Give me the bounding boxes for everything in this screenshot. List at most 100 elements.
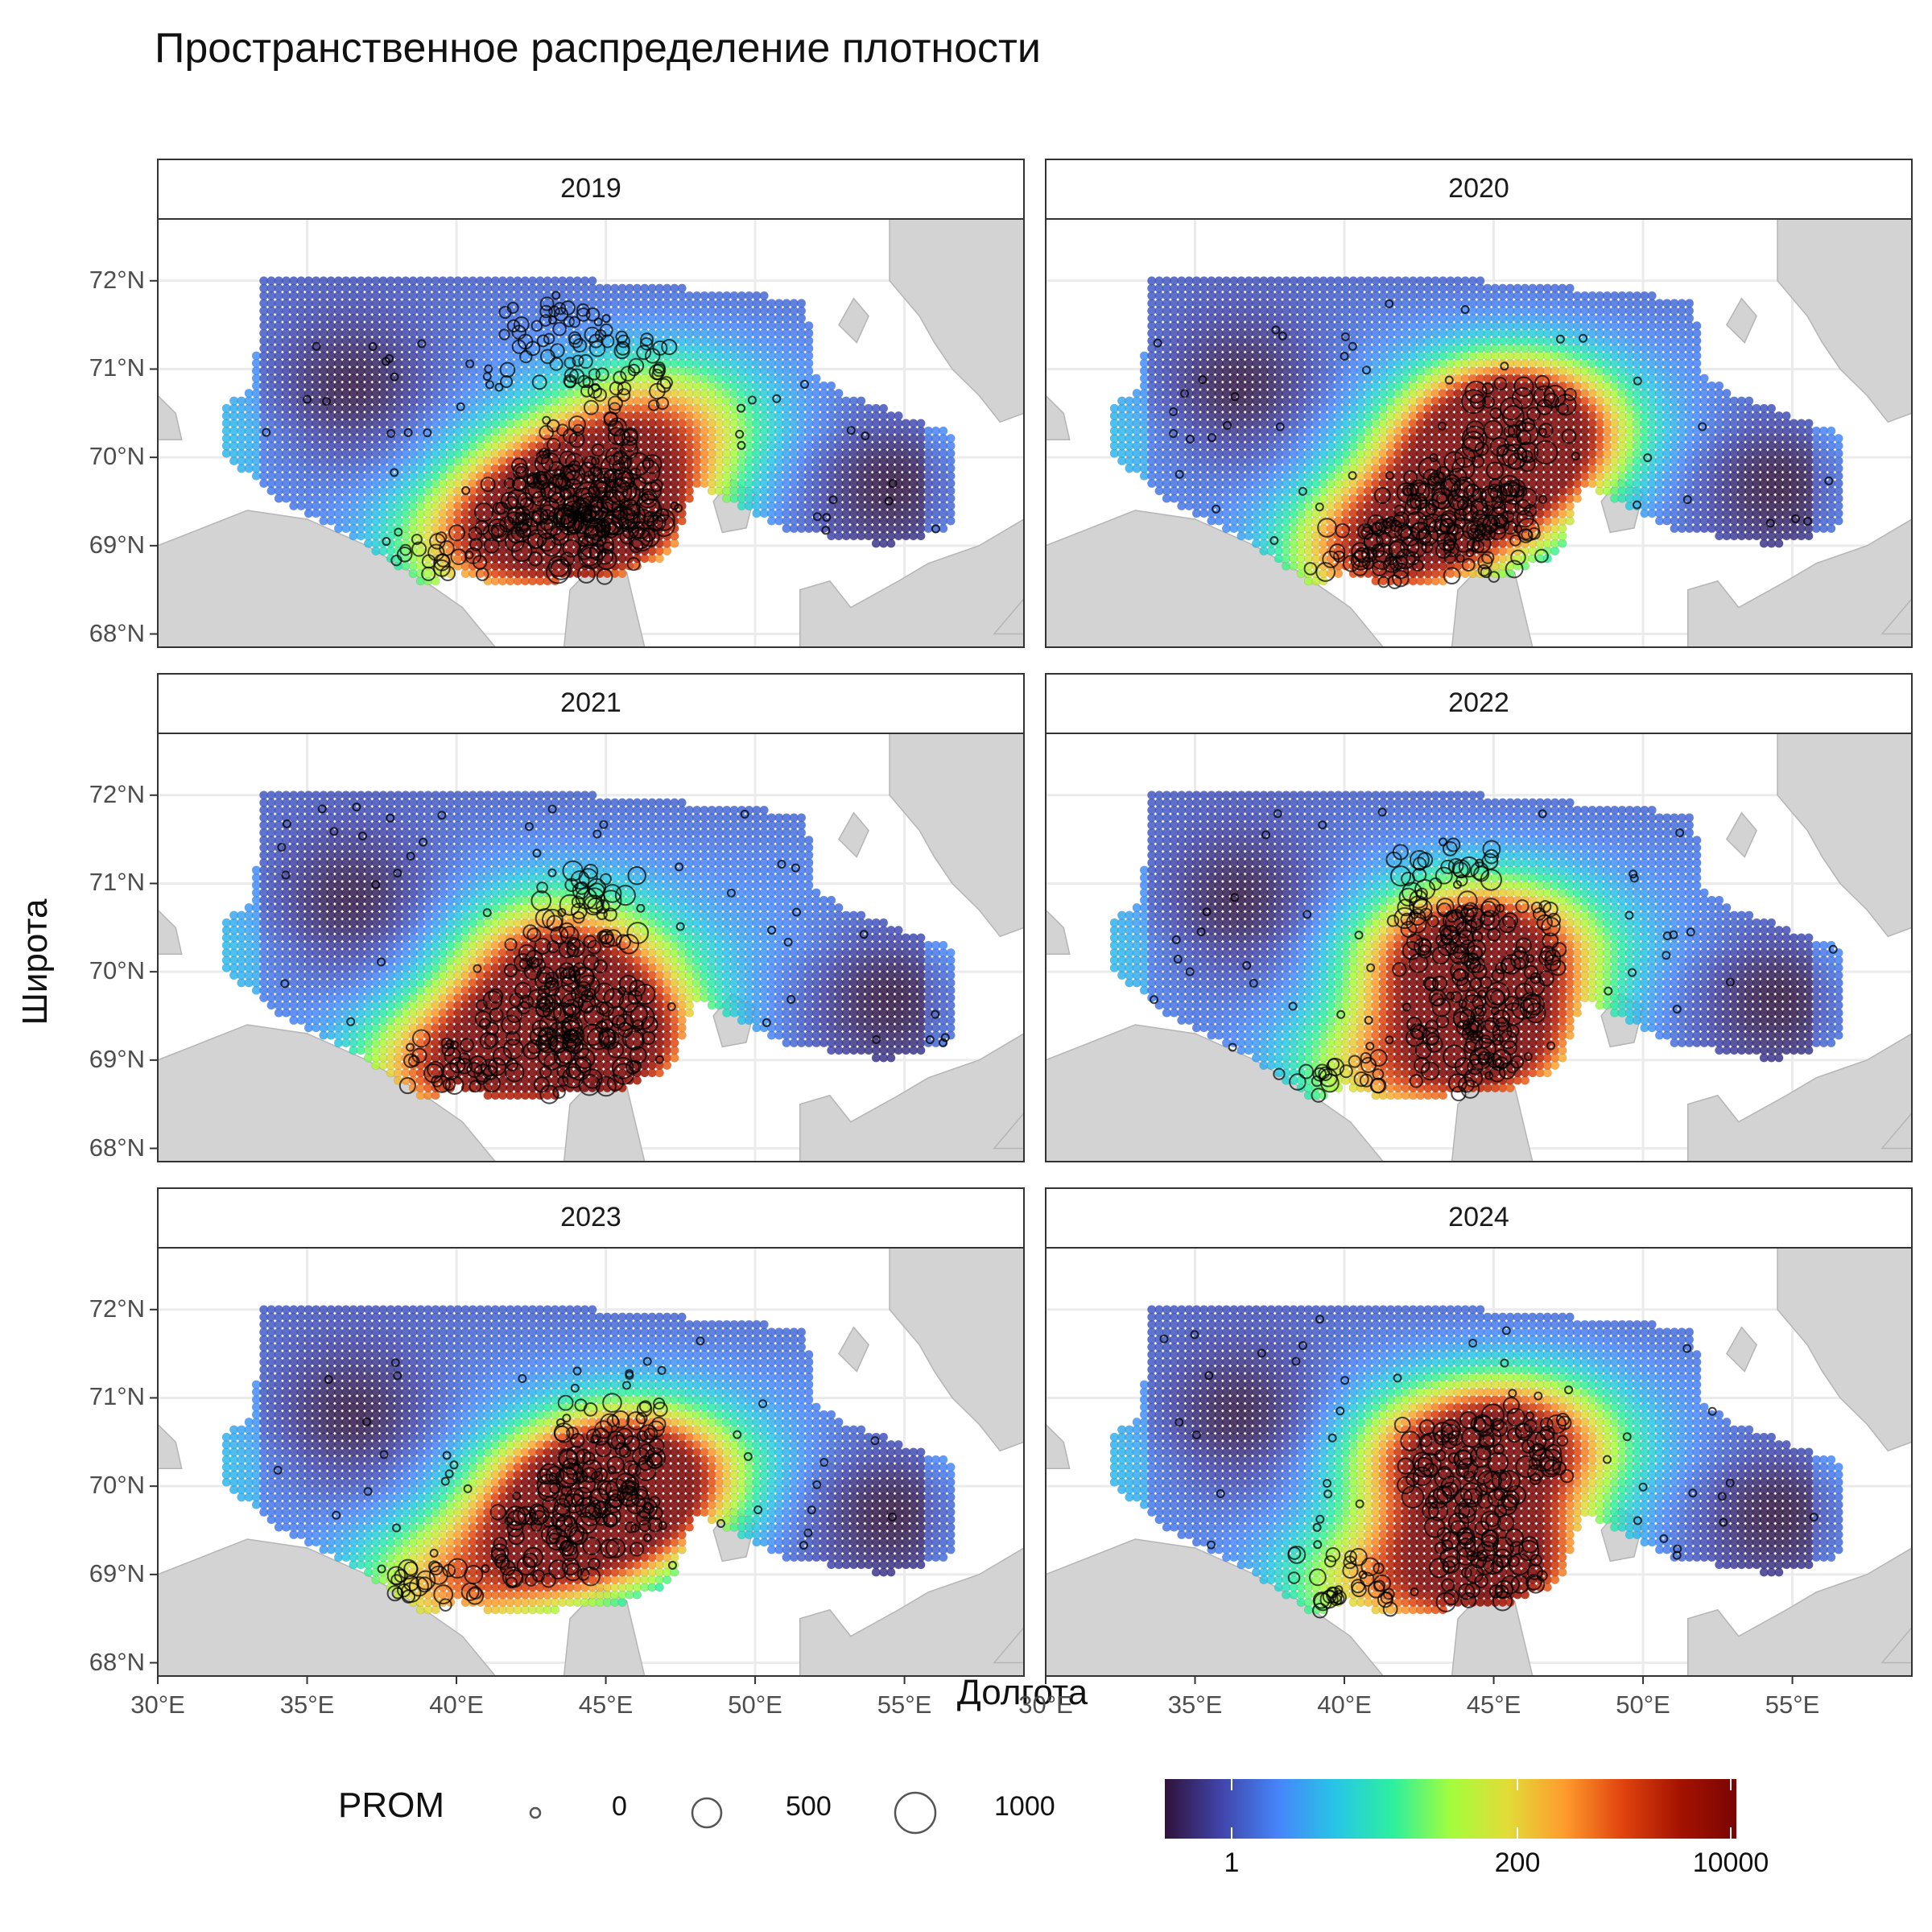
station-point [737, 440, 746, 450]
station-point [456, 402, 465, 411]
station-point [592, 387, 607, 402]
station-point [423, 428, 432, 438]
station-point [572, 354, 584, 367]
station-point [605, 447, 624, 466]
facet-strip [1045, 159, 1913, 220]
station-point [563, 511, 585, 534]
density-cell [1834, 456, 1843, 466]
density-cell [804, 336, 814, 346]
station-point [421, 554, 436, 569]
station-point [621, 521, 640, 539]
station-point [539, 518, 554, 531]
station-point [641, 490, 655, 505]
station-point [535, 473, 548, 486]
station-point [580, 384, 594, 398]
density-cell [946, 433, 956, 444]
station-point [626, 452, 650, 477]
panel-2020 [1045, 159, 1913, 648]
station-point [572, 516, 589, 534]
station-point [498, 328, 510, 341]
station-point [595, 367, 609, 382]
station-point [555, 475, 572, 492]
station-point [411, 533, 423, 546]
station-point [511, 457, 528, 474]
station-point [399, 543, 412, 556]
station-point [390, 372, 399, 382]
density-cell [894, 411, 903, 421]
station-point [737, 403, 746, 413]
station-point [262, 427, 271, 437]
station-point [564, 375, 577, 389]
station-point [531, 374, 547, 390]
station-point [539, 314, 552, 327]
station-point [468, 526, 483, 541]
station-point [578, 353, 593, 369]
station-point [465, 359, 475, 369]
density-cell [827, 381, 836, 390]
station-point [629, 538, 644, 554]
station-point [572, 338, 588, 353]
station-point [303, 394, 312, 404]
station-point [617, 381, 632, 396]
station-point [568, 316, 581, 328]
station-point [601, 491, 621, 512]
station-point [448, 524, 466, 542]
station-point [613, 342, 630, 360]
station-point [485, 380, 494, 390]
station-point [411, 541, 427, 557]
station-point [547, 555, 570, 577]
station-point [601, 314, 611, 324]
density-cell [857, 396, 866, 406]
density-cell [1834, 433, 1843, 444]
station-point [563, 316, 575, 328]
station-point [461, 485, 471, 495]
station-point [381, 357, 390, 366]
station-point [539, 448, 551, 460]
station-point [483, 537, 500, 554]
station-point [506, 319, 521, 332]
station-point [583, 525, 603, 545]
land-polygon [1880, 597, 1912, 635]
station-point [531, 490, 547, 507]
density-cell [878, 403, 889, 413]
station-point [494, 382, 504, 392]
station-point [572, 499, 588, 514]
station-point [536, 532, 556, 552]
density-cell [759, 291, 769, 301]
station-point [601, 541, 615, 555]
station-point [587, 485, 600, 498]
station-point [670, 501, 679, 510]
station-point [511, 339, 526, 354]
station-point [583, 455, 597, 469]
station-point [527, 529, 547, 549]
station-point [594, 520, 607, 533]
station-point [396, 546, 413, 563]
station-point [799, 379, 809, 389]
station-point [644, 348, 661, 364]
station-point [589, 506, 603, 520]
station-point [548, 492, 566, 510]
station-point [530, 320, 543, 332]
station-point [482, 524, 500, 542]
density-cell [796, 299, 807, 308]
station-point [588, 333, 604, 349]
station-point [931, 524, 940, 534]
density-cell [916, 419, 926, 428]
station-point [514, 512, 533, 530]
station-point [539, 296, 555, 312]
station-point [469, 538, 483, 551]
station-point [386, 429, 396, 439]
station-point [536, 334, 550, 348]
density-cell [939, 523, 948, 534]
station-point [812, 512, 822, 522]
station-point [545, 559, 570, 584]
station-point [436, 553, 451, 568]
station-point [650, 478, 663, 493]
station-point [630, 528, 654, 552]
station-point [539, 481, 557, 499]
station-point [500, 491, 519, 510]
station-point [642, 454, 663, 474]
station-point [828, 495, 838, 505]
station-point [615, 481, 641, 508]
